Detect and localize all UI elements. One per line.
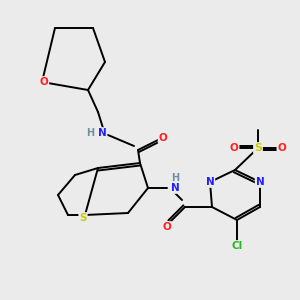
Text: S: S bbox=[254, 143, 262, 153]
Text: O: O bbox=[40, 77, 48, 87]
Text: N: N bbox=[171, 183, 179, 193]
Text: N: N bbox=[206, 177, 214, 187]
Text: O: O bbox=[159, 133, 167, 143]
Text: H: H bbox=[171, 173, 179, 183]
Text: O: O bbox=[163, 222, 171, 232]
Text: H: H bbox=[86, 128, 94, 138]
Text: S: S bbox=[79, 213, 87, 223]
Text: N: N bbox=[256, 177, 264, 187]
Text: N: N bbox=[98, 128, 106, 138]
Text: O: O bbox=[278, 143, 286, 153]
Text: Cl: Cl bbox=[231, 241, 243, 251]
Text: O: O bbox=[230, 143, 238, 153]
